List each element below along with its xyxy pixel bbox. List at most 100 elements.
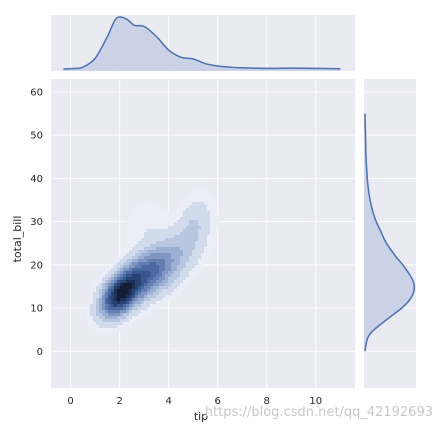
kde-density-cell	[159, 211, 163, 215]
kde-density-cell	[174, 235, 178, 239]
kde-density-cell	[126, 316, 130, 320]
kde-density-cell	[147, 235, 151, 239]
kde-density-cell	[117, 304, 121, 308]
kde-density-cell	[135, 232, 139, 236]
kde-density-cell	[189, 250, 193, 254]
kde-density-cell	[129, 229, 133, 233]
kde-density-cell	[150, 277, 154, 281]
kde-density-cell	[189, 214, 193, 218]
kde-density-cell	[120, 313, 124, 317]
kde-density-cell	[201, 247, 205, 251]
kde-density-cell	[108, 265, 112, 269]
kde-density-cell	[141, 223, 145, 227]
kde-density-cell	[144, 304, 148, 308]
kde-density-cell	[174, 226, 178, 230]
kde-density-cell	[93, 313, 97, 317]
kde-density-cell	[204, 211, 208, 215]
kde-density-cell	[126, 307, 130, 311]
kde-density-cell	[132, 253, 136, 257]
kde-density-cell	[192, 214, 196, 218]
kde-density-cell	[186, 229, 190, 233]
kde-density-cell	[189, 205, 193, 209]
kde-density-cell	[102, 310, 106, 314]
kde-density-cell	[129, 271, 133, 275]
kde-density-cell	[111, 295, 115, 299]
kde-density-cell	[138, 253, 142, 257]
kde-density-cell	[99, 310, 103, 314]
kde-density-cell	[180, 253, 184, 257]
kde-density-cell	[132, 286, 136, 290]
kde-density-cell	[102, 304, 106, 308]
kde-density-cell	[99, 304, 103, 308]
kde-density-cell	[189, 262, 193, 266]
kde-density-cell	[204, 232, 208, 236]
kde-density-cell	[111, 328, 115, 332]
kde-density-cell	[114, 298, 118, 302]
kde-density-cell	[213, 229, 217, 233]
kde-density-cell	[108, 316, 112, 320]
kde-density-cell	[168, 214, 172, 218]
kde-density-cell	[177, 208, 181, 212]
kde-density-cell	[117, 316, 121, 320]
kde-density-cell	[96, 283, 100, 287]
kde-density-cell	[156, 289, 160, 293]
kde-density-cell	[114, 307, 118, 311]
kde-density-cell	[138, 229, 142, 233]
kde-density-cell	[189, 232, 193, 236]
kde-density-cell	[135, 277, 139, 281]
kde-density-cell	[153, 241, 157, 245]
kde-density-cell	[189, 277, 193, 281]
kde-density-cell	[123, 286, 127, 290]
kde-density-cell	[132, 256, 136, 260]
kde-density-cell	[105, 277, 109, 281]
kde-density-cell	[186, 262, 190, 266]
kde-density-cell	[195, 190, 199, 194]
kde-density-cell	[126, 265, 130, 269]
kde-density-cell	[174, 250, 178, 254]
kde-density-cell	[126, 250, 130, 254]
kde-density-cell	[114, 289, 118, 293]
x-tick-label: 6	[215, 396, 221, 407]
kde-density-cell	[132, 220, 136, 224]
kde-density-cell	[162, 214, 166, 218]
kde-density-cell	[156, 268, 160, 272]
kde-density-cell	[171, 265, 175, 269]
kde-density-cell	[147, 274, 151, 278]
kde-density-cell	[126, 277, 130, 281]
kde-density-cell	[129, 244, 133, 248]
kde-density-cell	[201, 262, 205, 266]
kde-density-cell	[186, 283, 190, 287]
kde-density-cell	[99, 283, 103, 287]
kde-density-cell	[147, 223, 151, 227]
kde-density-cell	[132, 283, 136, 287]
kde-density-cell	[207, 223, 211, 227]
kde-density-cell	[141, 211, 145, 215]
kde-density-cell	[177, 247, 181, 251]
kde-density-cell	[111, 292, 115, 296]
kde-density-cell	[189, 274, 193, 278]
kde-density-cell	[126, 271, 130, 275]
kde-density-cell	[105, 328, 109, 332]
kde-density-cell	[90, 292, 94, 296]
kde-density-cell	[180, 235, 184, 239]
x-axis-label: tip	[194, 410, 208, 423]
kde-density-cell	[138, 277, 142, 281]
kde-density-cell	[132, 235, 136, 239]
kde-density-cell	[120, 292, 124, 296]
kde-density-cell	[93, 322, 97, 326]
kde-density-cell	[183, 199, 187, 203]
kde-density-cell	[162, 274, 166, 278]
kde-density-cell	[117, 298, 121, 302]
kde-density-cell	[105, 331, 109, 335]
kde-density-cell	[177, 256, 181, 260]
kde-density-cell	[192, 244, 196, 248]
kde-density-cell	[138, 217, 142, 221]
kde-density-cell	[135, 244, 139, 248]
kde-density-cell	[165, 220, 169, 224]
kde-density-cell	[96, 304, 100, 308]
kde-density-cell	[189, 229, 193, 233]
kde-density-cell	[105, 322, 109, 326]
kde-density-cell	[90, 289, 94, 293]
kde-density-cell	[168, 226, 172, 230]
kde-density-cell	[156, 214, 160, 218]
